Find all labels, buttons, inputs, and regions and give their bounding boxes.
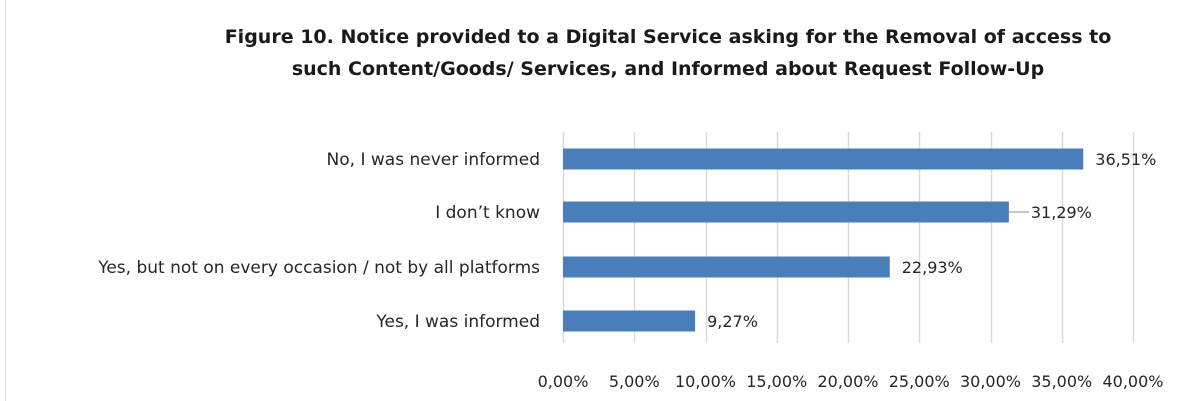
data-labels: 36,51% 31,29% 22,93% 9,27% bbox=[707, 150, 1156, 331]
data-label: 22,93% bbox=[902, 258, 963, 277]
category-label: Yes, I was informed bbox=[375, 312, 540, 332]
x-tick-label: 40,00% bbox=[1102, 372, 1163, 391]
category-label: Yes, but not on every occasion / not by … bbox=[97, 258, 540, 278]
chart-title-line-1: Figure 10. Notice provided to a Digital … bbox=[225, 26, 1112, 48]
category-labels: No, I was never informed I don’t know Yes,… bbox=[97, 150, 540, 332]
category-label: No, I was never informed bbox=[327, 150, 540, 170]
data-label: 9,27% bbox=[707, 312, 758, 331]
x-tick-label: 20,00% bbox=[817, 372, 878, 391]
category-label: I don’t know bbox=[435, 203, 540, 223]
x-tick-label: 35,00% bbox=[1031, 372, 1092, 391]
x-tick-label: 25,00% bbox=[889, 372, 950, 391]
x-tick-label: 5,00% bbox=[609, 372, 660, 391]
bar bbox=[563, 256, 890, 278]
data-label: 36,51% bbox=[1095, 150, 1156, 169]
bars bbox=[563, 148, 1084, 332]
bar bbox=[563, 310, 696, 332]
x-tick-label: 10,00% bbox=[675, 372, 736, 391]
chart-title-line-2: such Content/Goods/ Services, and Inform… bbox=[292, 58, 1044, 80]
data-label: 31,29% bbox=[1031, 203, 1092, 222]
x-axis-tick-labels: 0,00% 5,00% 10,00% 15,00% 20,00% 25,00% 30,00%… bbox=[538, 372, 1164, 391]
x-tick-label: 15,00% bbox=[746, 372, 807, 391]
x-tick-label: 30,00% bbox=[960, 372, 1021, 391]
x-tick-label: 0,00% bbox=[538, 372, 589, 391]
bar bbox=[563, 201, 1009, 223]
bar bbox=[563, 148, 1084, 170]
